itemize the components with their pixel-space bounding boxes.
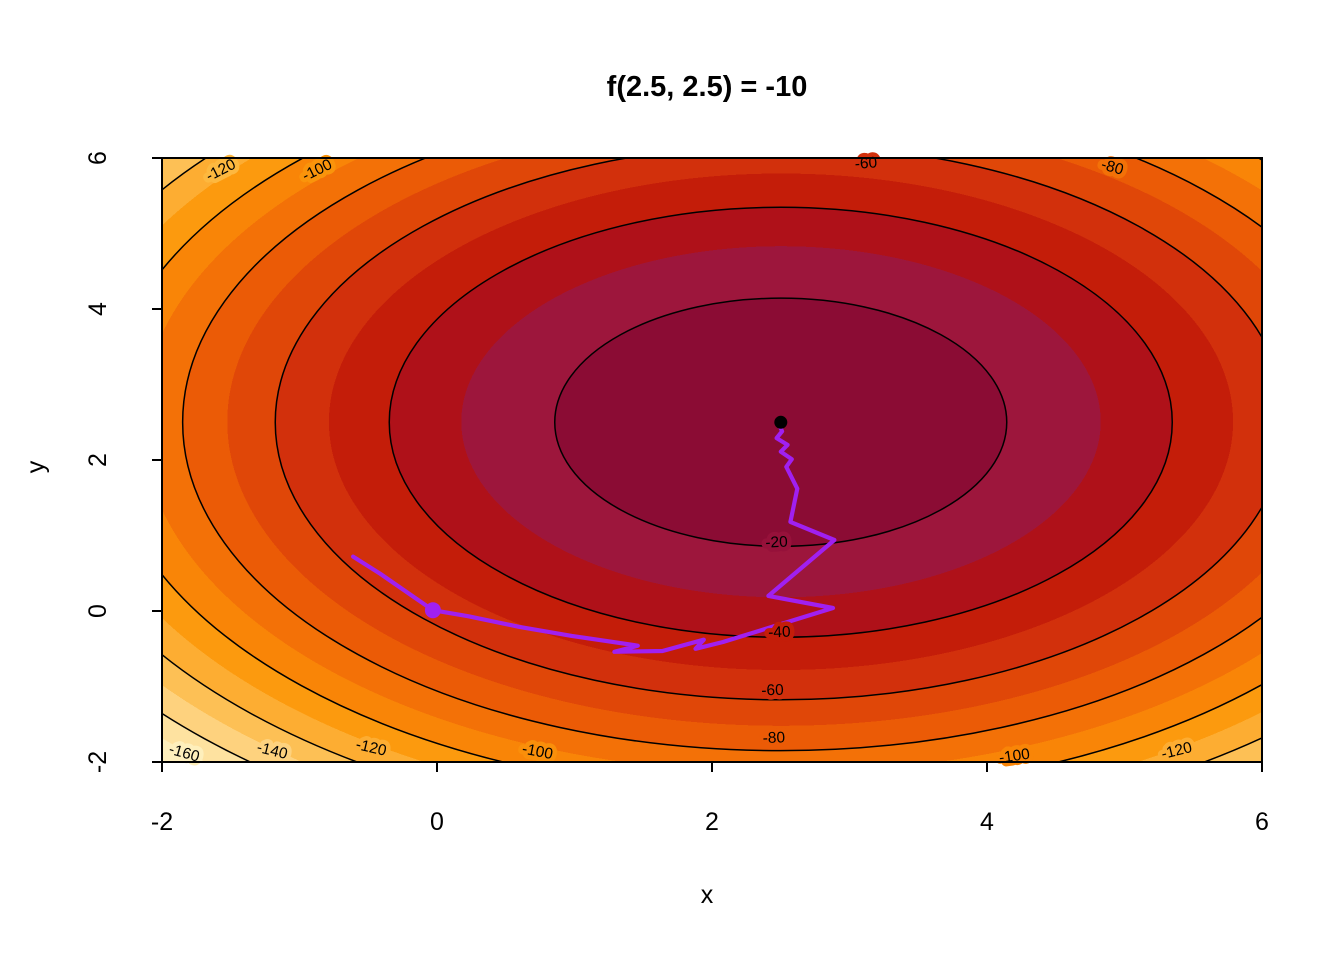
x-tick-label: 6 [1255, 808, 1269, 836]
contour-line [554, 297, 1008, 548]
y-tick-label: -2 [84, 751, 112, 773]
contour-line [182, 158, 1262, 752]
x-axis: -2 0 2 4 6 [151, 762, 1269, 836]
x-tick-label: 2 [705, 808, 719, 836]
y-tick-label: 4 [84, 302, 112, 316]
x-tick-label: -2 [151, 808, 173, 836]
contour-label: -80 [762, 729, 785, 747]
y-tick-label: 0 [84, 604, 112, 618]
path-start-marker [424, 602, 441, 619]
contour-label: -40 [768, 624, 791, 642]
x-tick-label: 4 [980, 808, 994, 836]
plot-title: f(2.5, 2.5) = -10 [607, 71, 808, 103]
contour-label: -100 [998, 746, 1031, 767]
contour-band-fill [162, 158, 1262, 762]
contour-label: -20 [765, 533, 789, 551]
y-tick-label: 6 [84, 151, 112, 165]
optimum-point [774, 415, 788, 429]
optimization-path-line [351, 423, 837, 654]
contour-lines [162, 158, 1262, 762]
y-tick-label: 2 [84, 453, 112, 467]
x-tick-label: 0 [430, 808, 444, 836]
y-axis: -2 0 2 4 6 [84, 151, 162, 773]
y-axis-title: y [22, 460, 50, 473]
contour-label: -60 [761, 682, 784, 700]
x-axis-title: x [701, 881, 714, 909]
contour-line [388, 206, 1173, 638]
contour-bands [162, 158, 1262, 762]
contour-line [274, 158, 1262, 701]
optimization-path [351, 415, 837, 654]
